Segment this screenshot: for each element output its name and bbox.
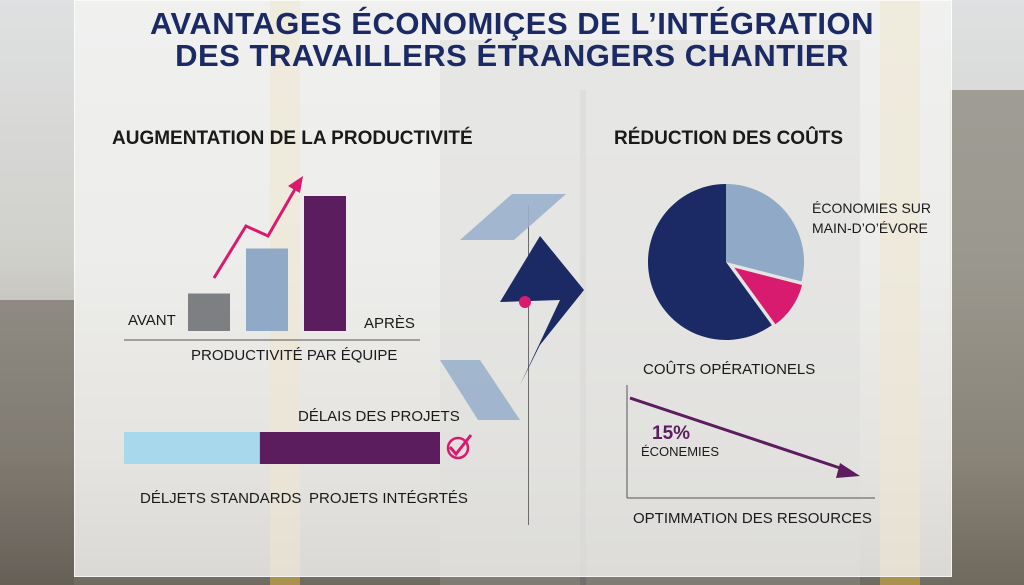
productivity-trend-arrow (212, 183, 300, 279)
delay-stacked-bar (124, 432, 440, 464)
cost-section-title: RÉDUCTION DES COÛTS (614, 128, 844, 149)
checkmark-circle-icon (446, 434, 473, 460)
delays-title: DÉLAIS DES PROJETS (298, 408, 460, 425)
savings-label: ÉCONEMIES (641, 444, 720, 459)
section-divider (528, 205, 529, 525)
apres-label: APRÈS (364, 315, 415, 332)
pie-slice-1 (648, 184, 772, 340)
productivity-bar-1 (188, 293, 230, 331)
delay-bar-segment-2 (259, 432, 440, 464)
ops-trend-line (629, 396, 847, 472)
productivity-bar-3 (304, 196, 346, 331)
delay-bar-segment-1 (124, 432, 260, 464)
pie-slice-2 (726, 184, 804, 282)
delay-standard-label: DÉLJETS STANDARDS (140, 490, 302, 507)
productivity-section-title: AUGMENTATION DE LA PRODUCTIVITÉ (112, 128, 473, 149)
productivity-bar-2 (246, 248, 288, 331)
pie-label: ÉCONOMIES SUR MAIN-D’O’ÉVORE (812, 200, 932, 236)
productivity-caption: PRODUCTIVITÉ PAR ÉQUIPE (191, 347, 398, 364)
chevron-navy-icon (500, 236, 584, 385)
productivity-bars (188, 196, 346, 331)
title-line-1: AVANTAGES ÉCONOMIÇES DE L’INTÉGRATION (149, 6, 875, 41)
productivity-arrowhead (288, 176, 303, 193)
avant-label: AVANT (128, 312, 176, 329)
pie-slice-3 (734, 267, 803, 325)
ops-cost-label: COÛTS OPÉRATIONELS (643, 361, 816, 378)
title-line-2: DES TRAVAILLERS ÉTRANGERS CHANTIER (175, 38, 849, 73)
cost-pie-chart (648, 184, 804, 340)
chevron-light-icon (460, 194, 566, 240)
center-dot-icon (519, 296, 531, 308)
savings-value: 15% (652, 423, 691, 444)
ops-arrowhead (836, 463, 860, 478)
resources-label: OPTIMMATION DES RESOURCES (633, 510, 872, 527)
chevron-light-lower-icon (440, 360, 520, 420)
delay-integrated-label: PROJETS INTÉGRTÉS (309, 490, 468, 507)
